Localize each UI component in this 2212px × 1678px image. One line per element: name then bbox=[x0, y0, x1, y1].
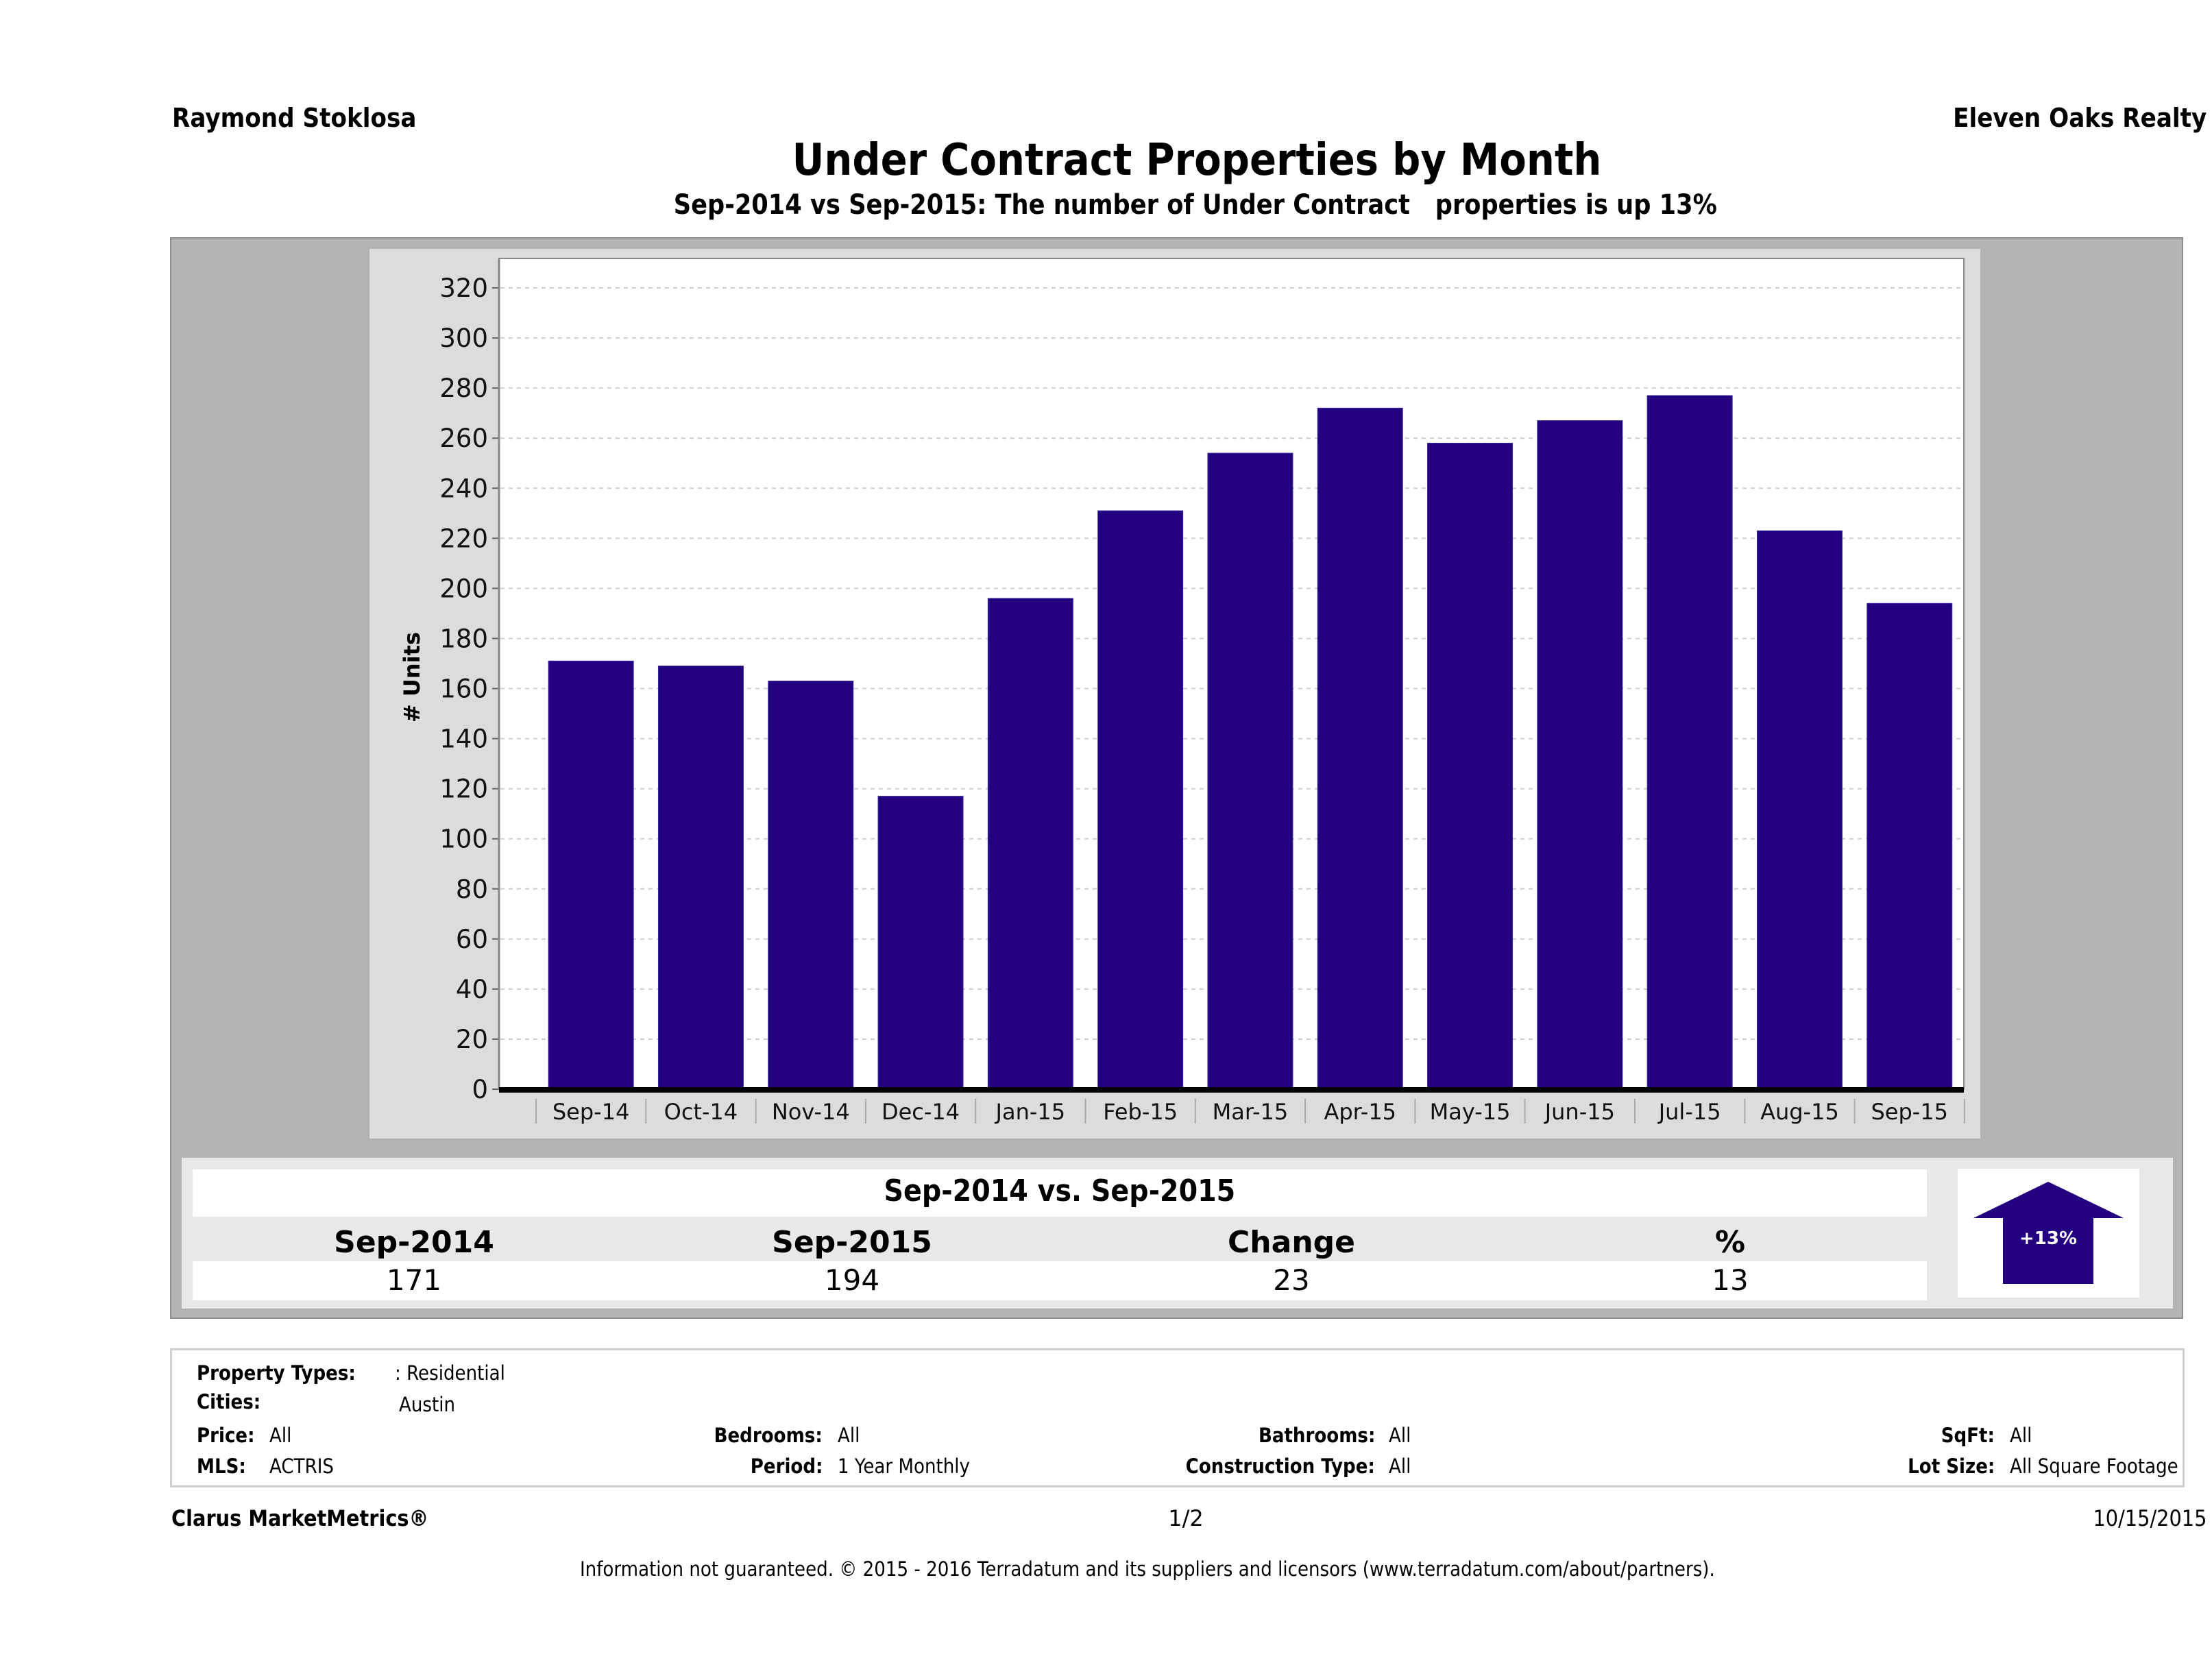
arrow-shape bbox=[1973, 1182, 2124, 1284]
bar-oct-14 bbox=[657, 666, 744, 1090]
bar-jun-15 bbox=[1537, 420, 1623, 1090]
column-header-sep-2014: Sep-2014 bbox=[334, 1225, 494, 1260]
x-tick-label: May-15 bbox=[1430, 1099, 1511, 1125]
property-types-value: : Residential bbox=[395, 1361, 505, 1385]
bathrooms-label: Bathrooms: bbox=[1258, 1424, 1375, 1447]
y-tick-label: 160 bbox=[439, 674, 488, 704]
y-axis-ticks: 0 20 40 60 80 100 120 140 160 180 200 220 240 260 280 3… bbox=[439, 258, 500, 1104]
x-tick-label: Nov-14 bbox=[772, 1099, 850, 1125]
value-sep-2015: 194 bbox=[824, 1263, 880, 1297]
property-types-label: Property Types: bbox=[197, 1361, 356, 1385]
disclaimer-wrap: Information not guaranteed. © 2015 - 201… bbox=[0, 1557, 2212, 1581]
y-tick-label: 200 bbox=[439, 574, 488, 603]
bar-sep-14 bbox=[548, 660, 634, 1090]
x-tick-label: Aug-15 bbox=[1760, 1099, 1839, 1125]
x-tick-label: Feb-15 bbox=[1103, 1099, 1178, 1125]
agent-name: Raymond Stoklosa bbox=[172, 103, 417, 133]
filter-details bbox=[170, 1348, 2185, 1487]
bar-dec-14 bbox=[877, 796, 964, 1090]
bar-sep-15 bbox=[1867, 603, 1953, 1090]
sqft-value: All bbox=[2010, 1424, 2032, 1447]
x-axis-ticks: Sep-14 Oct-14 Nov-14 Dec-14 Jan-15 Feb-15 Mar-… bbox=[499, 1087, 1965, 1125]
y-tick-label: 320 bbox=[439, 273, 488, 303]
summary-title-wrap: Sep-2014 vs. Sep-2015 bbox=[193, 1174, 1927, 1208]
x-tick-label: Sep-15 bbox=[1871, 1099, 1948, 1125]
bars bbox=[548, 395, 1953, 1090]
y-tick-label: 40 bbox=[456, 975, 488, 1004]
bedrooms-label: Bedrooms: bbox=[714, 1424, 823, 1447]
page-title: Under Contract Properties by Month bbox=[792, 135, 1602, 186]
x-tick-label: Apr-15 bbox=[1324, 1099, 1396, 1125]
y-tick-label: 20 bbox=[456, 1025, 488, 1054]
bar-chart: 0 20 40 60 80 100 120 140 160 180 200 220 240 260 280 3… bbox=[399, 258, 1965, 1125]
construction-type-value: All bbox=[1389, 1455, 1411, 1478]
x-tick-label: Jul-15 bbox=[1657, 1099, 1721, 1125]
sqft-label: SqFt: bbox=[1941, 1424, 1995, 1447]
change-badge-text: +13% bbox=[2019, 1228, 2077, 1249]
bar-may-15 bbox=[1427, 442, 1514, 1090]
y-tick-label: 100 bbox=[439, 825, 488, 854]
price-value: All bbox=[269, 1424, 292, 1447]
y-tick-label: 280 bbox=[439, 374, 488, 403]
period-value: 1 Year Monthly bbox=[838, 1455, 970, 1478]
price-label: Price: bbox=[197, 1424, 255, 1447]
value-percent: 13 bbox=[1712, 1263, 1749, 1297]
report-date: 10/15/2015 bbox=[2093, 1505, 2207, 1531]
cities-label: Cities: bbox=[197, 1390, 261, 1413]
page-number: 1/2 bbox=[1168, 1505, 1204, 1531]
x-tick-label: Mar-15 bbox=[1213, 1099, 1289, 1125]
y-tick-label: 300 bbox=[439, 324, 488, 353]
summary-title: Sep-2014 vs. Sep-2015 bbox=[884, 1174, 1236, 1208]
bar-feb-15 bbox=[1097, 510, 1184, 1090]
brokerage-name: Eleven Oaks Realty bbox=[1952, 103, 2207, 133]
y-tick-label: 120 bbox=[439, 775, 488, 804]
x-tick-label: Jan-15 bbox=[995, 1099, 1066, 1125]
period-label: Period: bbox=[750, 1455, 823, 1478]
y-axis-label: # Units bbox=[399, 632, 425, 722]
up-arrow-icon: +13% bbox=[1973, 1182, 2124, 1284]
x-tick-label: Oct-14 bbox=[664, 1099, 738, 1125]
y-tick-label: 60 bbox=[456, 925, 488, 954]
chart-title-wrap: Under Contract Properties by Month bbox=[0, 135, 2212, 186]
summary-values-row bbox=[193, 1261, 1927, 1300]
x-tick-label: Sep-14 bbox=[552, 1099, 630, 1125]
bathrooms-value: All bbox=[1389, 1424, 1411, 1447]
y-tick-label: 80 bbox=[456, 875, 488, 904]
subtitle-wrap: Sep-2014 vs Sep-2015: The number of Unde… bbox=[0, 189, 2212, 221]
value-change: 23 bbox=[1273, 1263, 1310, 1297]
column-header-sep-2015: Sep-2015 bbox=[772, 1225, 932, 1260]
mls-value: ACTRIS bbox=[269, 1455, 334, 1478]
y-tick-label: 140 bbox=[439, 725, 488, 754]
disclaimer-text: Information not guaranteed. © 2015 - 201… bbox=[579, 1557, 1715, 1581]
x-axis-baseline bbox=[499, 1087, 1964, 1093]
y-tick-label: 180 bbox=[439, 624, 488, 653]
construction-type-label: Construction Type: bbox=[1185, 1455, 1375, 1478]
summary-title-row bbox=[193, 1169, 1927, 1217]
bar-aug-15 bbox=[1756, 530, 1843, 1090]
x-tick-label: Dec-14 bbox=[882, 1099, 960, 1125]
y-tick-label: 0 bbox=[472, 1075, 488, 1104]
x-tick-label: Jun-15 bbox=[1544, 1099, 1615, 1125]
bar-jan-15 bbox=[987, 598, 1073, 1090]
column-header-percent: % bbox=[1714, 1225, 1746, 1260]
column-header-change: Change bbox=[1228, 1225, 1355, 1260]
bar-nov-14 bbox=[768, 681, 854, 1090]
lot-size-value: All Square Footage bbox=[2010, 1455, 2178, 1478]
page-subtitle: Sep-2014 vs Sep-2015: The number of Unde… bbox=[673, 189, 1717, 221]
bedrooms-value: All bbox=[838, 1424, 860, 1447]
mls-label: MLS: bbox=[197, 1455, 246, 1478]
bar-mar-15 bbox=[1207, 452, 1293, 1090]
y-tick-label: 240 bbox=[439, 474, 488, 503]
lot-size-label: Lot Size: bbox=[1907, 1455, 1995, 1478]
y-tick-label: 220 bbox=[439, 524, 488, 553]
y-tick-label: 260 bbox=[439, 424, 488, 453]
value-sep-2014: 171 bbox=[386, 1263, 442, 1297]
bar-apr-15 bbox=[1317, 407, 1403, 1090]
cities-value: Austin bbox=[399, 1393, 456, 1416]
footer-brand: Clarus MarketMetrics® bbox=[171, 1505, 429, 1531]
bar-jul-15 bbox=[1646, 395, 1733, 1090]
